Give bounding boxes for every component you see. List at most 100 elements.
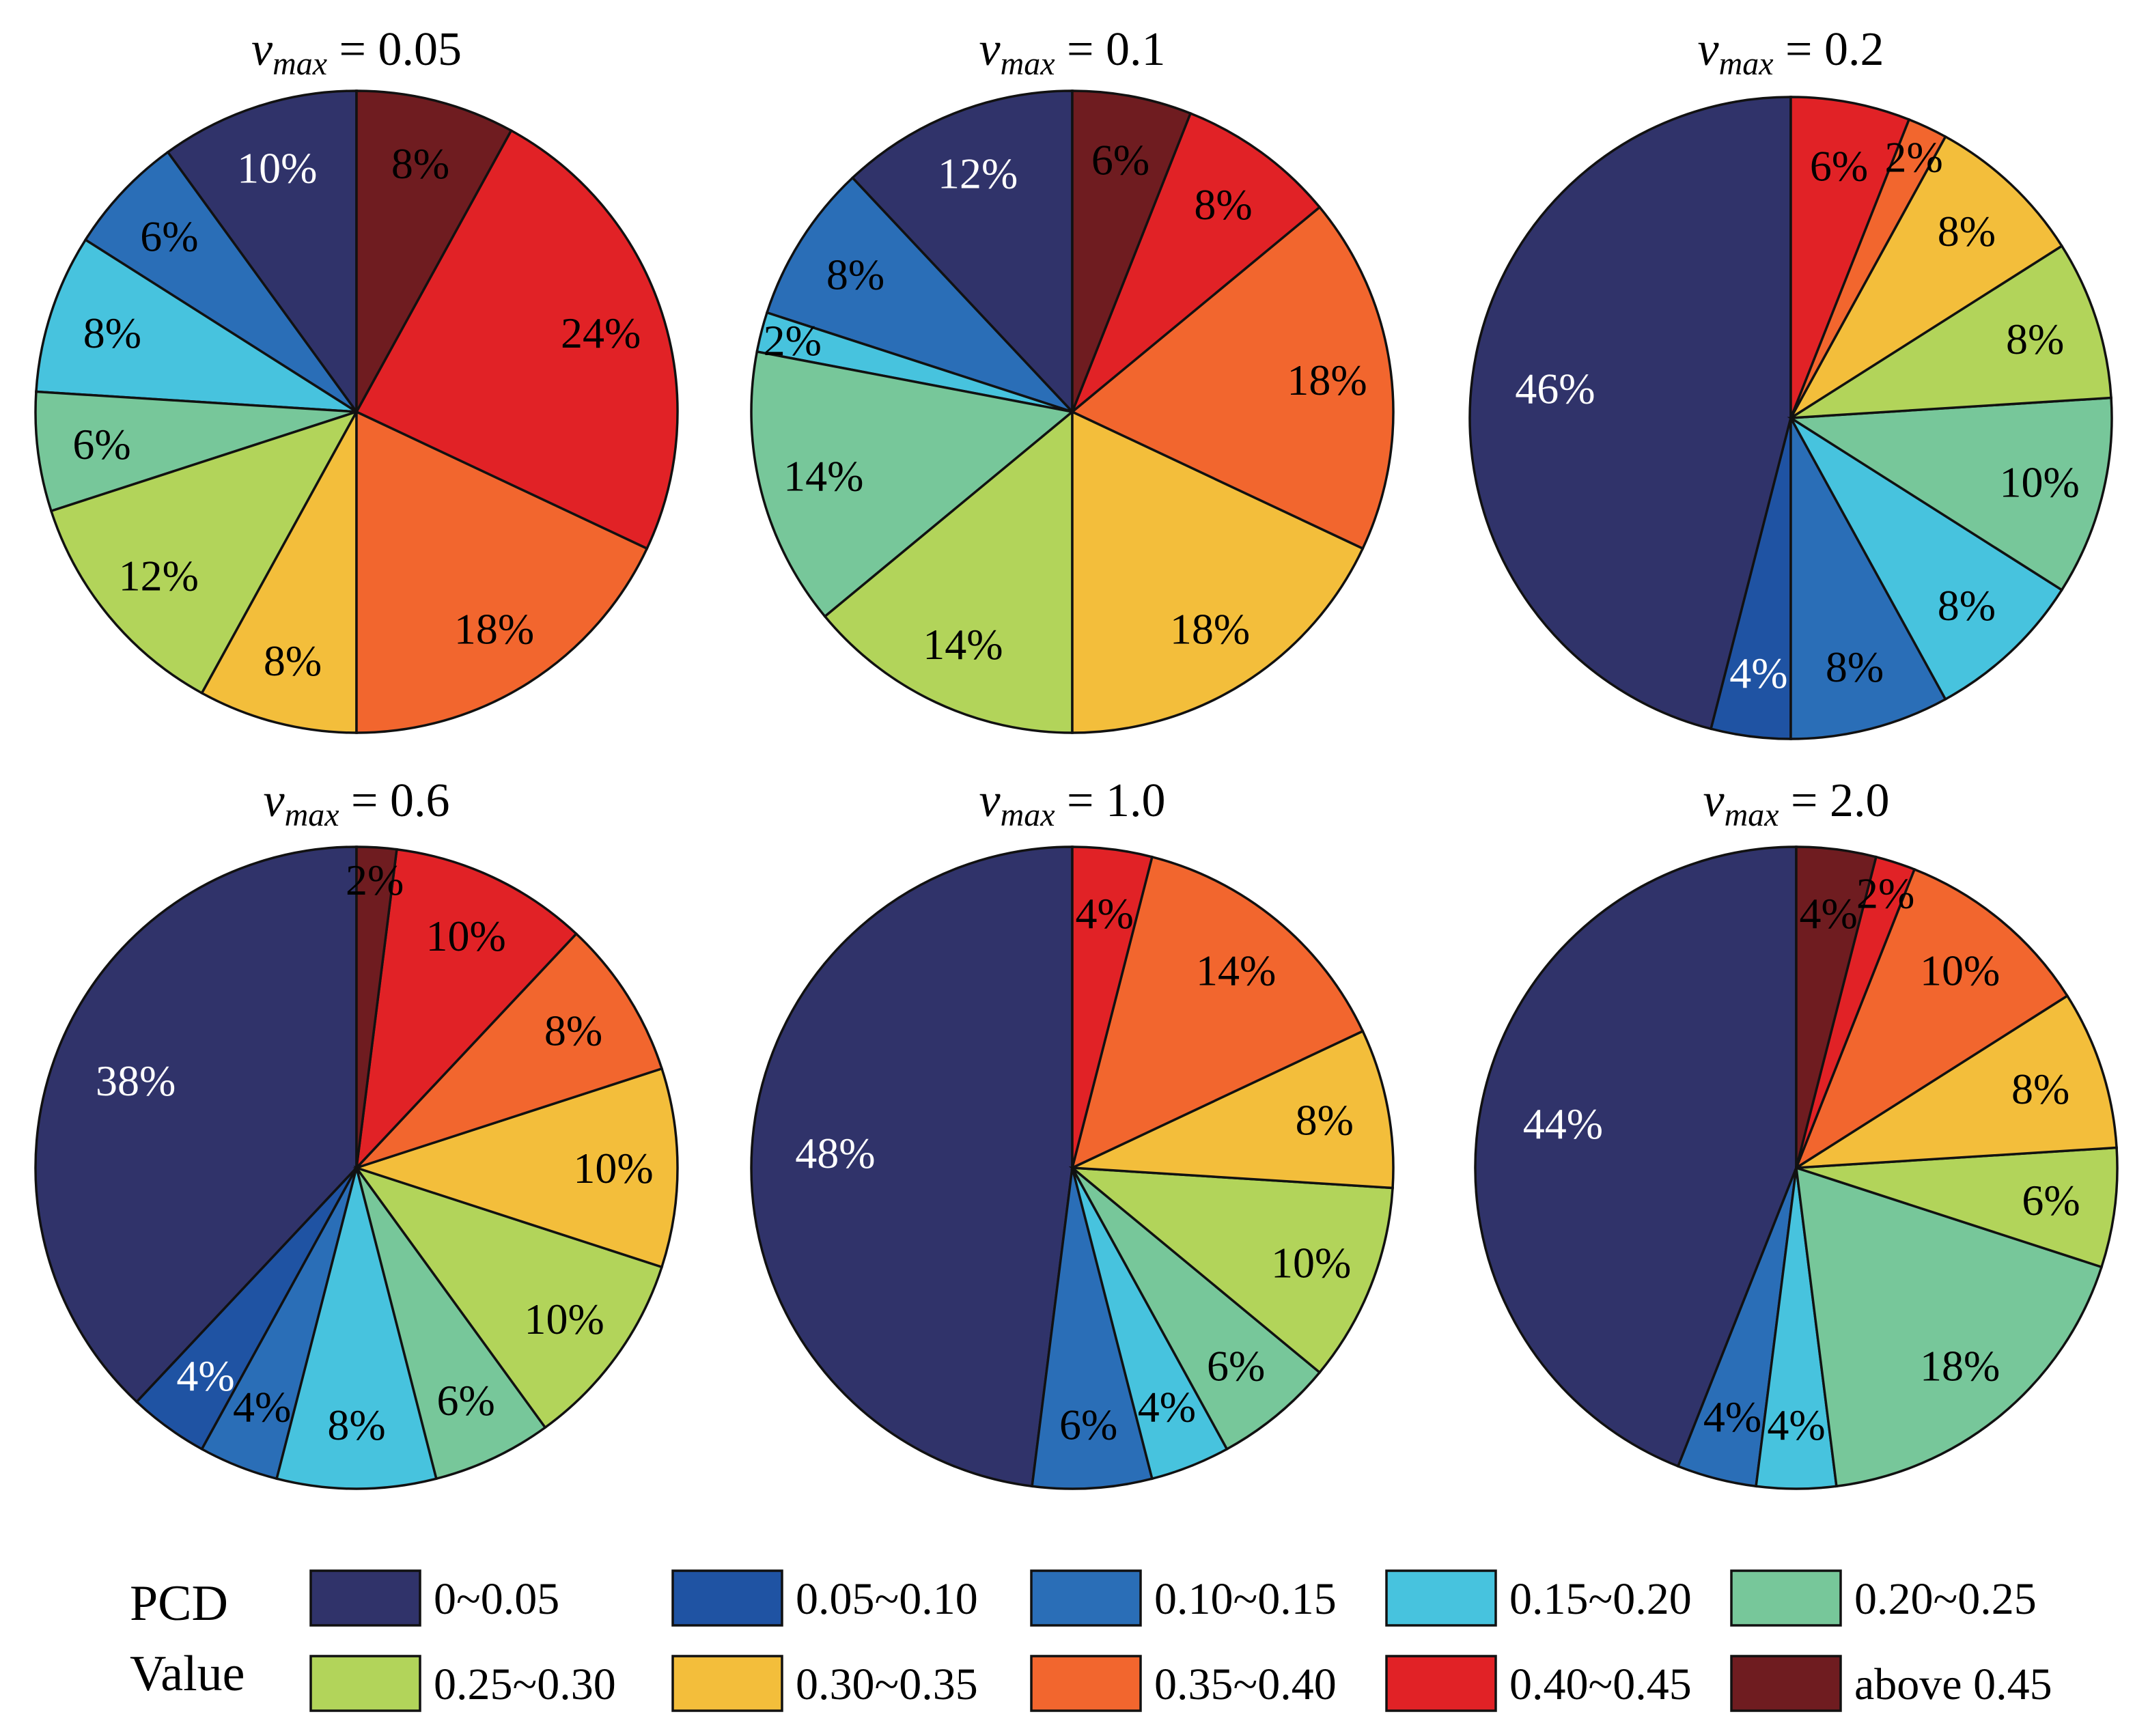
slice-label: 8% [264, 636, 322, 685]
legend-swatch [1385, 1569, 1497, 1627]
slice-above-0-45 [355, 845, 398, 1168]
legend-item-0-15-0-20: 0.15~0.20 [1385, 1569, 1692, 1627]
slice-label: 38% [96, 1056, 176, 1105]
slice-label: 14% [923, 620, 1003, 669]
chart-title: vmax = 0.1 [979, 23, 1165, 82]
pie-chart-6: vmax = 2.044%4% 4%18%6%8%10%2%4% [1474, 774, 2119, 1490]
slice-labels: 38% 4%4% 8% 6% 10% 10% 8% 10% 2% [96, 856, 654, 1449]
slice-0-40-0-45 [1071, 845, 1154, 1168]
legend-swatch [1730, 1655, 1842, 1712]
slice-0-30-0-35 [1072, 1029, 1395, 1190]
slice-above-0-45 [355, 89, 513, 412]
legend-item-0-35-0-40: 0.35~0.40 [1030, 1655, 1337, 1712]
chart-title: vmax = 1.0 [979, 774, 1165, 833]
slice-0-20-0-25 [1071, 1166, 1322, 1451]
legend-label: 0.30~0.35 [796, 1660, 978, 1709]
legend-label: 0.10~0.15 [1154, 1574, 1337, 1624]
slice-label: 14% [783, 452, 863, 501]
slice-label: 6% [72, 420, 130, 468]
slice-0-40-0-45 [354, 128, 679, 550]
slice-label: 10% [1271, 1238, 1351, 1287]
slice-label: 4% [233, 1383, 291, 1431]
slice-0-0-05 [750, 845, 1074, 1488]
slice-label: 10% [2000, 458, 2080, 507]
slice-label: 8% [1296, 1096, 1354, 1145]
slice-0-35-0-40 [355, 932, 664, 1169]
legend-item-0-30-0-35: 0.30~0.35 [671, 1655, 978, 1712]
legend-swatch [309, 1655, 421, 1712]
slice-0-20-0-25 [355, 1166, 547, 1481]
slice-labels: 10% 6% 8% 6% 12% 8% 18% 24% 8% [72, 139, 641, 685]
slice-label: 6% [140, 212, 198, 261]
slice-0-15-0-20 [35, 238, 357, 413]
legend-item-0-10-0-15: 0.10~0.15 [1030, 1569, 1337, 1627]
slice-0-20-0-25 [1794, 1166, 2104, 1488]
pie-charts-group: vmax = 0.05 10% 6% 8% 6% 12% 8% 18% 24% 8% vmax = … [34, 23, 2119, 1490]
slice-0-0-05 [850, 89, 1074, 415]
slice-0-30-0-35 [1071, 410, 1365, 734]
slice-label: 4% [1138, 1383, 1196, 1431]
slice-label: 46% [1515, 364, 1595, 412]
slice-label: 18% [454, 605, 534, 654]
slice-label: 2% [764, 316, 822, 365]
pie-chart-1: vmax = 0.05 10% 6% 8% 6% 12% 8% 18% 24% 8% [34, 23, 679, 734]
slice-label: 48% [795, 1129, 875, 1177]
legend-title-line2: Value [130, 1646, 245, 1702]
slice-0-35-0-40 [355, 410, 649, 734]
slice-label: 18% [1287, 356, 1367, 404]
slice-0-25-0-30 [1068, 1166, 1394, 1375]
legend-swatch [1030, 1569, 1142, 1627]
slice-label: 4% [1729, 649, 1787, 697]
slice-0-40-0-45 [1071, 111, 1322, 413]
slice-0-10-0-15 [765, 176, 1074, 413]
slice-label: 12% [938, 149, 1018, 197]
slice-label: 14% [1196, 946, 1276, 994]
slice-label: 6% [2022, 1176, 2080, 1224]
slice-label: 12% [119, 552, 199, 600]
slice-label: 6% [436, 1376, 494, 1425]
slice-label: 24% [561, 309, 641, 357]
slice-label: 18% [1170, 605, 1250, 654]
slice-label: 18% [1920, 1342, 2000, 1390]
legend-item-0-05-0-10: 0.05~0.10 [671, 1569, 978, 1627]
slice-above-0-45 [1795, 845, 1878, 1168]
slice-label: 8% [544, 1007, 602, 1055]
legend-label: 0.25~0.30 [434, 1660, 616, 1709]
legend-swatch [671, 1655, 783, 1712]
slice-0-30-0-35 [1789, 135, 2064, 419]
slice-0-35-0-40 [1070, 205, 1395, 550]
slice-label: 6% [1059, 1400, 1117, 1448]
slice-label: 4% [176, 1352, 234, 1400]
slice-0-30-0-35 [200, 411, 358, 734]
slice-label: 4% [1767, 1401, 1825, 1449]
slice-0-10-0-15 [1031, 1167, 1154, 1490]
slice-0-10-0-15 [1789, 417, 1947, 740]
chart-title: vmax = 0.05 [251, 23, 462, 82]
pie-chart-3: vmax = 0.2 46% 4% 8% 8% 10% 8% 8% 2% 6% [1468, 23, 2113, 740]
slice-0-35-0-40 [1070, 855, 1365, 1171]
legend-title-line1: PCD [130, 1576, 228, 1632]
slice-labels: 46% 4% 8% 8% 10% 8% 8% 2% 6% [1515, 132, 2080, 697]
slice-0-0-05 [1468, 96, 1792, 731]
chart-title: vmax = 0.2 [1697, 23, 1884, 82]
slice-labels: 48%6% 4%6%10%8%14%4% [795, 889, 1354, 1448]
slice-0-25-0-30 [353, 1165, 664, 1429]
slice-0-25-0-30 [823, 409, 1074, 734]
slice-label: 2% [346, 856, 404, 904]
slice-0-25-0-30 [49, 409, 359, 695]
legend-swatch [1030, 1655, 1142, 1712]
chart-title: vmax = 0.6 [263, 774, 449, 833]
slice-0-15-0-20 [1789, 417, 2064, 701]
slice-label: 4% [1703, 1392, 1761, 1441]
slice-label: 4% [1075, 889, 1133, 938]
legend: PCD Value 0~0.05 0.05~0.10 0.10~0.15 0.15~0… [130, 1569, 2052, 1712]
slice-labels: 12%8%2%14%14% 18%18%8%6% [764, 136, 1367, 669]
slice-label: 8% [83, 309, 141, 357]
slice-label: 8% [2011, 1065, 2069, 1113]
slice-label: 8% [826, 251, 884, 299]
slice-label: 2% [1884, 132, 1942, 181]
slice-0-10-0-15 [83, 150, 358, 413]
pie-chart-4: vmax = 0.6 38% 4%4% 8% 6% 10% 10% 8% 10% 2% [34, 774, 679, 1490]
slice-label: 8% [1938, 207, 1996, 255]
